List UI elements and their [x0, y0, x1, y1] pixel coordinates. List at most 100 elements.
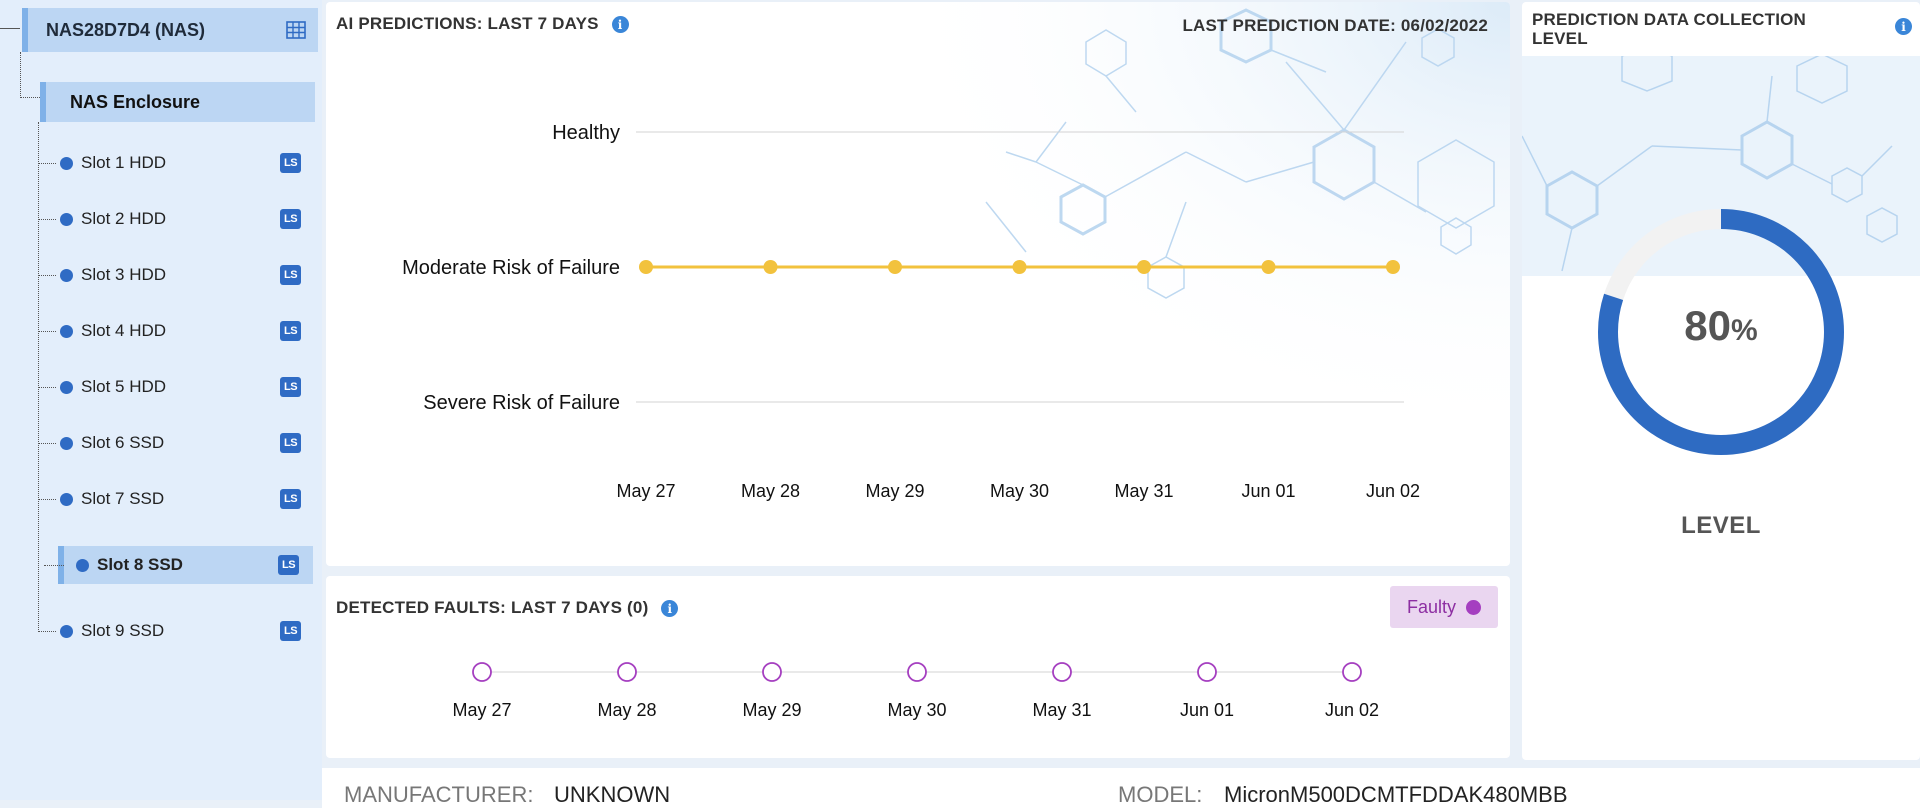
- grid-icon[interactable]: [286, 21, 306, 39]
- tree-connector: [38, 331, 56, 332]
- slot-label: Slot 8 SSD: [97, 555, 183, 574]
- tree-connector: [38, 219, 56, 220]
- status-dot: [60, 156, 73, 170]
- collection-level-label: LEVEL: [1681, 512, 1761, 539]
- x-tick-label: May 31: [1114, 481, 1173, 501]
- tree-node-nas[interactable]: NAS28D7D4 (NAS): [22, 8, 318, 52]
- x-tick-label: May 28: [741, 481, 800, 501]
- device-tree: NAS28D7D4 (NAS) NAS Enclosure Slot 1 HDD…: [0, 0, 322, 800]
- ls-badge[interactable]: LS: [278, 555, 299, 575]
- ls-badge[interactable]: LS: [280, 209, 301, 229]
- data-point: [1386, 260, 1400, 274]
- tree-connector: [38, 387, 56, 388]
- tree-connector: [38, 631, 56, 632]
- data-point: [1261, 260, 1276, 274]
- ls-badge[interactable]: LS: [280, 621, 301, 641]
- tree-connector: [38, 122, 39, 632]
- date-label: Jun 02: [1325, 700, 1379, 720]
- date-label: May 28: [597, 700, 656, 720]
- enclosure-name: NAS Enclosure: [70, 91, 201, 112]
- faulty-legend-dot: [1466, 599, 1482, 615]
- slot-item[interactable]: Slot 1 HDD LS: [38, 144, 308, 182]
- slot-label: Slot 9 SSD: [81, 621, 165, 640]
- fault-marker: [1197, 662, 1217, 682]
- detected-faults-card: DETECTED FAULTS: LAST 7 DAYS (0) i Fault…: [326, 576, 1510, 758]
- device-name: NAS28D7D4 (NAS): [46, 19, 206, 40]
- slot-label: Slot 4 HDD: [81, 321, 167, 340]
- status-dot: [60, 268, 73, 282]
- detected-faults-title-text: DETECTED FAULTS: LAST 7 DAYS (0): [336, 598, 649, 617]
- tree-connector: [20, 97, 40, 98]
- slot-item[interactable]: Slot 8 SSD LS: [44, 546, 313, 584]
- info-icon[interactable]: i: [611, 16, 629, 34]
- ls-badge[interactable]: LS: [280, 433, 301, 453]
- slot-label: Slot 5 HDD: [81, 377, 167, 396]
- slot-label: Slot 7 SSD: [81, 489, 165, 508]
- y-tick-label: Moderate Risk of Failure: [402, 257, 620, 279]
- tree-connector: [38, 499, 56, 500]
- status-dot: [60, 380, 73, 394]
- ls-badge[interactable]: LS: [280, 265, 301, 285]
- slot-label: Slot 2 HDD: [81, 209, 167, 228]
- status-dot: [60, 624, 73, 638]
- faulty-legend-label: Faulty: [1406, 596, 1457, 617]
- status-dot: [60, 492, 73, 506]
- y-tick-label: Healthy: [552, 122, 620, 144]
- tree-connector: [0, 28, 20, 29]
- tree-connector: [20, 52, 21, 98]
- slot-item[interactable]: Slot 5 HDD LS: [38, 368, 308, 406]
- slot-item[interactable]: Slot 7 SSD LS: [38, 480, 308, 518]
- slot-item[interactable]: Slot 9 SSD LS: [38, 612, 308, 650]
- fault-marker: [472, 662, 492, 682]
- fault-marker: [1342, 662, 1362, 682]
- last-prediction-date: LAST PREDICTION DATE: 06/02/2022: [1182, 16, 1488, 35]
- faults-timeline: May 27 May 28 May 29 May 30 May 31 Jun 01 Jun …: [452, 662, 1379, 720]
- tree-node-enclosure[interactable]: NAS Enclosure: [40, 82, 315, 122]
- collection-level-donut: [1598, 209, 1844, 455]
- data-point: [1137, 260, 1151, 274]
- detected-faults-title: DETECTED FAULTS: LAST 7 DAYS (0) i: [336, 598, 679, 618]
- collection-level-number: 80: [1684, 302, 1732, 349]
- data-point: [888, 260, 902, 274]
- info-icon[interactable]: i: [661, 600, 679, 618]
- slot-item[interactable]: Slot 6 SSD LS: [38, 424, 308, 462]
- prediction-chart: Healthy Moderate Risk of Failure Severe Ri…: [402, 122, 1420, 501]
- device-details: MANUFACTURER: UNKNOWN MODEL: MicronM500D…: [322, 768, 1920, 808]
- ls-badge[interactable]: LS: [280, 153, 301, 173]
- fault-marker: [907, 662, 927, 682]
- data-collection-level-card: PREDICTION DATA COLLECTION LEVEL i 80% L…: [1522, 2, 1920, 760]
- status-dot: [60, 436, 73, 450]
- slot-label: Slot 1 HDD: [81, 153, 167, 172]
- x-tick-label: May 30: [990, 481, 1049, 501]
- manufacturer-label: MANUFACTURER:: [344, 782, 534, 807]
- faulty-legend: Faulty: [1390, 586, 1498, 628]
- slot-label: Slot 3 HDD: [81, 265, 167, 284]
- ai-predictions-card: AI PREDICTIONS: LAST 7 DAYS i LAST PREDI…: [326, 2, 1510, 566]
- info-icon[interactable]: i: [1895, 18, 1912, 35]
- collection-level-unit: %: [1731, 314, 1758, 347]
- ls-badge[interactable]: LS: [280, 377, 301, 397]
- ls-badge[interactable]: LS: [280, 321, 301, 341]
- fault-marker: [762, 662, 782, 682]
- slot-item[interactable]: Slot 2 HDD LS: [38, 200, 308, 238]
- date-label: May 27: [452, 700, 511, 720]
- slot-item[interactable]: Slot 3 HDD LS: [38, 256, 308, 294]
- collection-level-title: PREDICTION DATA COLLECTION LEVEL: [1532, 10, 1807, 48]
- fault-marker: [1052, 662, 1072, 682]
- x-tick-label: Jun 02: [1366, 481, 1420, 501]
- ls-badge[interactable]: LS: [280, 489, 301, 509]
- date-label: May 29: [742, 700, 801, 720]
- y-tick-label: Severe Risk of Failure: [423, 392, 620, 414]
- slot-item[interactable]: Slot 4 HDD LS: [38, 312, 308, 350]
- collection-level-value: 80%: [1522, 302, 1920, 350]
- data-point: [1012, 260, 1027, 274]
- x-tick-label: May 27: [616, 481, 675, 501]
- tree-connector: [38, 275, 56, 276]
- tree-connector: [44, 565, 64, 566]
- data-point: [763, 260, 778, 274]
- status-dot: [60, 324, 73, 338]
- x-tick-label: May 29: [865, 481, 924, 501]
- x-tick-label: Jun 01: [1241, 481, 1295, 501]
- status-dot: [76, 558, 89, 572]
- date-label: Jun 01: [1180, 700, 1234, 720]
